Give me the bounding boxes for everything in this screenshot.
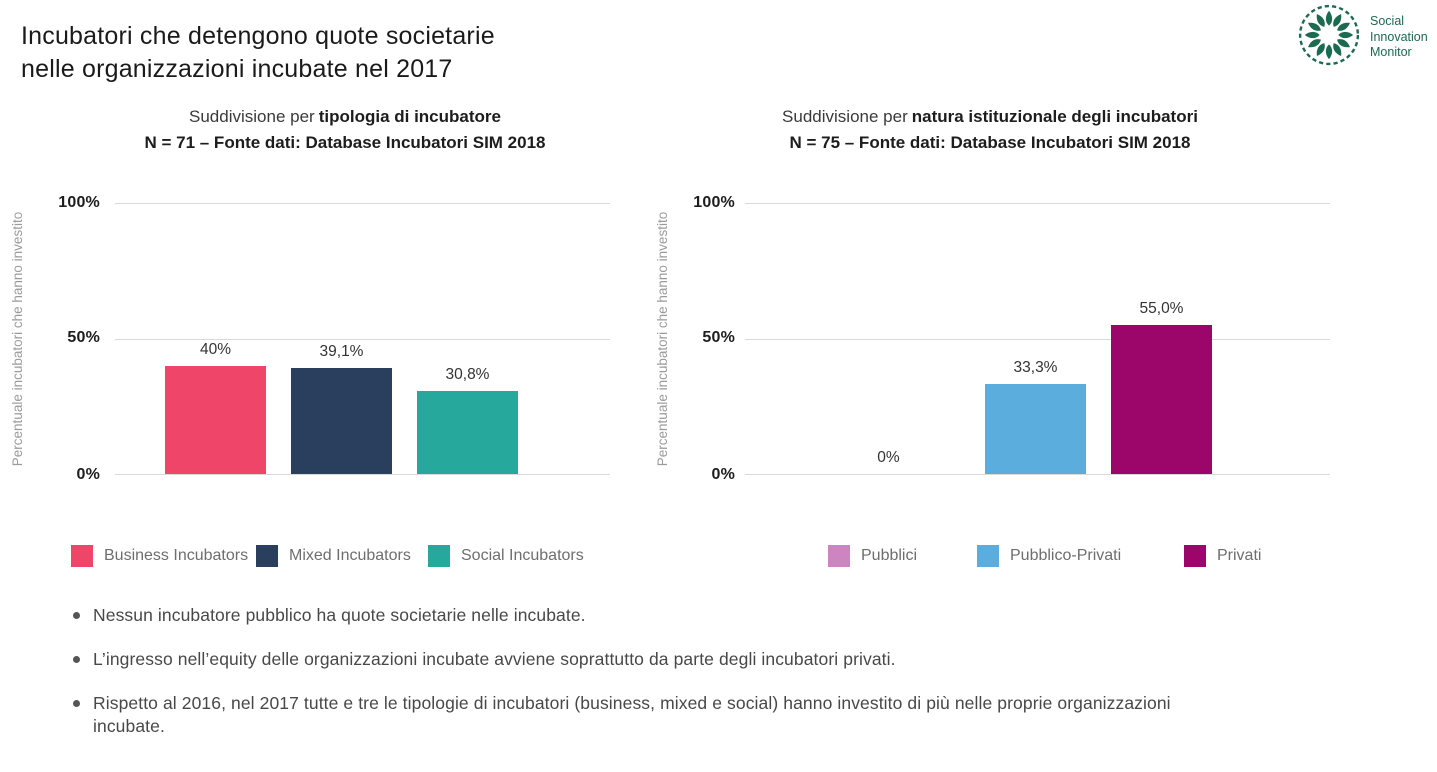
- y-axis-label-right: Percentuale incubatori che hanno investi…: [655, 211, 670, 467]
- bar-fill: [985, 383, 1086, 474]
- bar-mixed-incubators: 39,1%: [291, 203, 392, 474]
- bar-value-label: 0%: [877, 449, 900, 466]
- bar-fill: [417, 390, 518, 474]
- legend-label: Pubblici: [861, 547, 918, 564]
- bar-value-label: 39,1%: [319, 343, 364, 361]
- bar-value-label: 40%: [199, 340, 232, 358]
- tick-50: 50%: [67, 329, 100, 346]
- legend-swatch: [71, 545, 93, 567]
- chart-header-natura: Suddivisione per natura istituzionale deg…: [705, 104, 1275, 156]
- legend-item-pubblici: Pubblici: [828, 545, 917, 567]
- legend-item-privati: Privati: [1184, 545, 1261, 567]
- gridline-0: [745, 474, 1330, 475]
- bar-fill: [165, 365, 266, 474]
- legend-item-pubblico-privati: Pubblico-Privati: [977, 545, 1121, 567]
- tick-50: 50%: [702, 329, 735, 346]
- legend-swatch: [428, 545, 450, 567]
- chart-header-tipologia: Suddivisione per tipologia di incubatore …: [60, 104, 630, 156]
- bullet-icon: [73, 700, 80, 707]
- legend-label: Social Incubators: [461, 547, 584, 564]
- note-item: Rispetto al 2016, nel 2017 tutte e tre l…: [73, 692, 1183, 738]
- legend-swatch: [977, 545, 999, 567]
- gridline-50: [745, 339, 1330, 340]
- bar-value-label: 33,3%: [1013, 358, 1058, 376]
- logo-word-monitor: Monitor: [1370, 45, 1412, 59]
- gridline-50: [115, 339, 610, 340]
- bar-value-label: 55,0%: [1139, 299, 1184, 317]
- legend-label: Business Incubators: [104, 547, 249, 564]
- chart-header-line1: Suddivisione per tipologia di incubatore: [60, 104, 630, 130]
- bullet-icon: [73, 656, 80, 663]
- logo-word-social: Social: [1370, 14, 1405, 28]
- note-text: Rispetto al 2016, nel 2017 tutte e tre l…: [93, 693, 1171, 736]
- bar-social-incubators: 30,8%: [417, 203, 518, 474]
- logo-word-innovation: Innovation: [1370, 29, 1428, 44]
- bar-fill: [1111, 324, 1212, 474]
- sim-logo: Social Innovation Monitor: [1297, 3, 1428, 67]
- legend-swatch: [1184, 545, 1206, 567]
- sim-logo-text: Social Innovation Monitor: [1370, 14, 1428, 61]
- note-text: Nessun incubatore pubblico ha quote soci…: [93, 605, 586, 625]
- legend-label: Mixed Incubators: [289, 547, 411, 564]
- leaf-ring-logo-icon: [1298, 4, 1360, 66]
- legend-label: Privati: [1217, 547, 1262, 564]
- gridline-0: [115, 474, 610, 475]
- tick-0: 0%: [711, 466, 735, 483]
- page-title-line1: Incubatori che detengono quote societari…: [21, 22, 495, 50]
- legend-item-social-incubators: Social Incubators: [428, 545, 584, 567]
- bar-business-incubators: 40%: [165, 203, 266, 474]
- gridline-100: [745, 203, 1330, 204]
- chart-header-line1: Suddivisione per natura istituzionale deg…: [705, 104, 1275, 130]
- chart-header-prefix: Suddivisione per: [782, 107, 908, 126]
- legend-item-business-incubators: Business Incubators: [71, 545, 248, 567]
- bar-value-label: 30,8%: [445, 365, 490, 383]
- bar-privati: 55,0%: [1111, 203, 1212, 474]
- chart-header-prefix: Suddivisione per: [189, 107, 315, 126]
- bullet-icon: [73, 612, 80, 619]
- note-item: Nessun incubatore pubblico ha quote soci…: [73, 604, 1183, 627]
- chart-header-source: N = 75 – Fonte dati: Database Incubatori…: [789, 133, 1191, 152]
- gridline-100: [115, 203, 610, 204]
- tick-100: 100%: [58, 194, 100, 211]
- bar-fill: [291, 368, 392, 474]
- chart-header-bold: tipologia di incubatore: [318, 107, 501, 126]
- bar-chart-natura: 0% 33,3% 55,0%: [745, 203, 1330, 475]
- chart-header-bold: natura istituzionale degli incubatori: [911, 107, 1198, 126]
- bar-pubblico-privati: 33,3%: [985, 203, 1086, 474]
- tick-100: 100%: [693, 194, 735, 211]
- page-title-line2: nelle organizzazioni incubate nel 2017: [21, 55, 453, 83]
- note-item: L’ingresso nell’equity delle organizzazi…: [73, 648, 1183, 671]
- bar-pubblici: 0%: [838, 203, 939, 474]
- legend-label: Pubblico-Privati: [1010, 547, 1122, 564]
- notes-list: Nessun incubatore pubblico ha quote soci…: [73, 604, 1183, 759]
- page-title: Incubatori che detengono quote societari…: [21, 20, 495, 86]
- note-text: L’ingresso nell’equity delle organizzazi…: [93, 649, 896, 669]
- y-axis-label-left: Percentuale incubatori che hanno investi…: [10, 211, 25, 467]
- bar-chart-tipologia: 40% 39,1% 30,8%: [115, 203, 610, 475]
- chart-header-source: N = 71 – Fonte dati: Database Incubatori…: [144, 133, 546, 152]
- legend-swatch: [256, 545, 278, 567]
- legend-item-mixed-incubators: Mixed Incubators: [256, 545, 411, 567]
- legend-swatch: [828, 545, 850, 567]
- tick-0: 0%: [76, 466, 100, 483]
